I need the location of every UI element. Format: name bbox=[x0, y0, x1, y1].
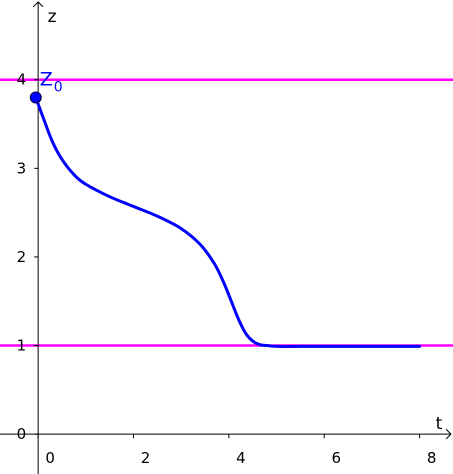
y-axis-title: z bbox=[48, 7, 57, 27]
x-tick-label-3: 6 bbox=[331, 449, 341, 467]
series-layer bbox=[34, 95, 422, 348]
point-label-subscript-0: 0 bbox=[54, 79, 63, 95]
reference-lines bbox=[0, 78, 453, 347]
y-tick-label-4: 4 bbox=[17, 71, 27, 89]
x-tick-label-1: 2 bbox=[141, 449, 151, 467]
series-line-0 bbox=[34, 95, 422, 348]
x-tick-label-0: 0 bbox=[45, 449, 55, 467]
labels-layer: Z0 bbox=[40, 68, 63, 95]
y-tick-label-0: 0 bbox=[17, 425, 27, 443]
points-layer bbox=[29, 91, 42, 104]
x-tick-label-2: 4 bbox=[236, 449, 246, 467]
point-marker-0 bbox=[29, 91, 42, 104]
point-label-0: Z0 bbox=[40, 68, 63, 95]
x-tick-label-4: 8 bbox=[427, 449, 437, 467]
y-tick-label-3: 3 bbox=[17, 159, 27, 177]
y-tick-label-2: 2 bbox=[17, 248, 27, 266]
y-tick-label-1: 1 bbox=[17, 337, 27, 355]
x-axis-title: t bbox=[436, 414, 443, 434]
